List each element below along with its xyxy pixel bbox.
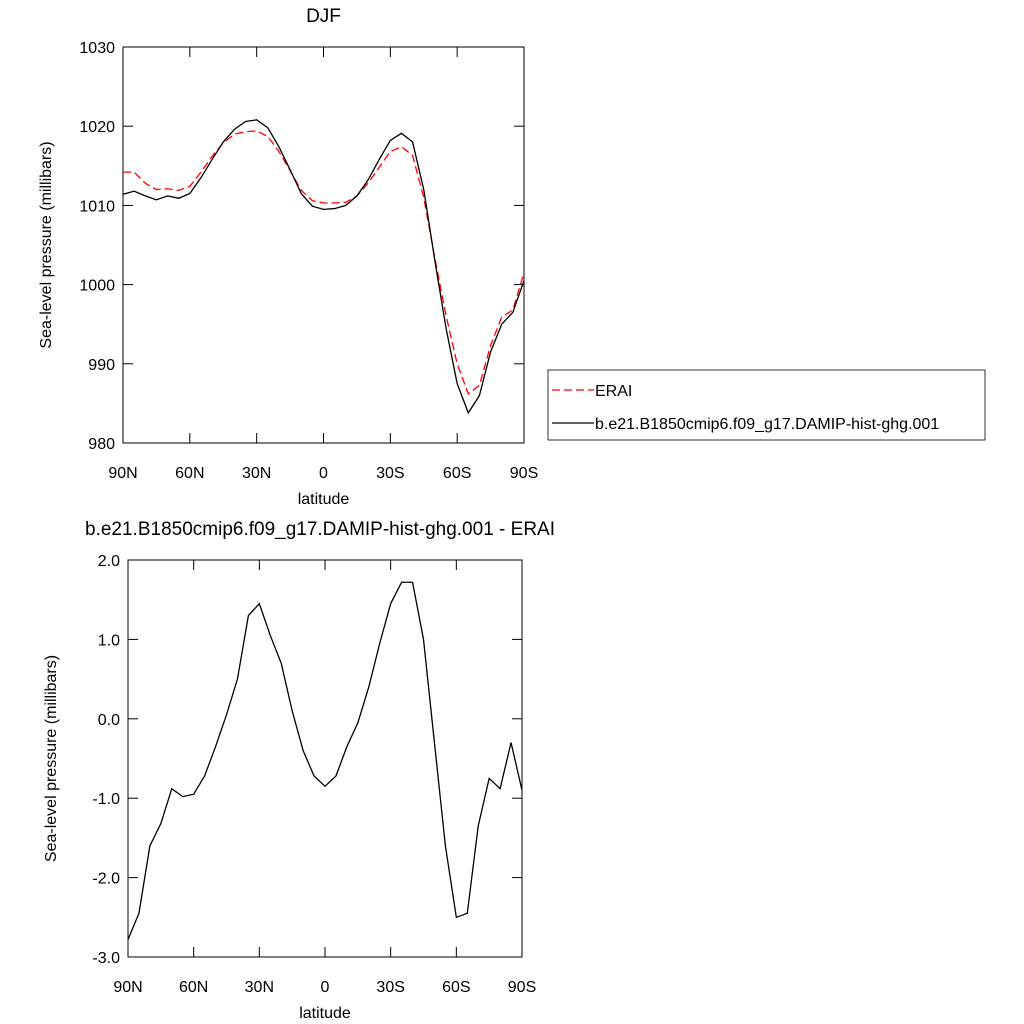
y-tick-label: 1030	[79, 40, 115, 57]
x-axis-label: latitude	[298, 491, 350, 508]
plot-frame	[127, 559, 523, 958]
x-tick-label: 60N	[179, 979, 208, 996]
x-axis-label: latitude	[299, 1005, 351, 1022]
y-tick-label: 1020	[79, 119, 115, 136]
x-tick-label: 30S	[376, 465, 404, 482]
series-line	[127, 581, 523, 940]
x-tick-label: 30N	[245, 979, 274, 996]
x-tick-label: 30N	[242, 465, 271, 482]
y-tick-label: 1.0	[98, 632, 120, 649]
y-tick-label: 0.0	[98, 712, 120, 729]
x-tick-label: 60N	[175, 465, 204, 482]
x-tick-label: 0	[319, 465, 328, 482]
legend-label: b.e21.B1850cmip6.f09_g17.DAMIP-hist-ghg.…	[595, 416, 939, 433]
x-tick-label: 90N	[113, 979, 142, 996]
y-tick-label: -2.0	[92, 871, 120, 888]
y-axis-label: Sea-level pressure (millibars)	[43, 655, 60, 862]
legend-label: ERAI	[595, 383, 632, 400]
x-tick-label: 90S	[510, 465, 538, 482]
x-tick-label: 90S	[508, 979, 536, 996]
y-tick-label: -3.0	[92, 950, 120, 967]
series-line	[123, 130, 525, 395]
x-tick-label: 60S	[442, 979, 470, 996]
x-tick-label: 60S	[443, 465, 471, 482]
x-tick-label: 0	[321, 979, 330, 996]
y-axis-label: Sea-level pressure (millibars)	[38, 141, 55, 348]
chart-title: b.e21.B1850cmip6.f09_g17.DAMIP-hist-ghg.…	[85, 519, 555, 540]
y-tick-label: 1010	[79, 198, 115, 215]
y-tick-label: 980	[88, 436, 115, 453]
y-tick-label: -1.0	[92, 791, 120, 808]
chart-title: DJF	[306, 6, 341, 27]
y-tick-label: 990	[88, 357, 115, 374]
y-tick-label: 1000	[79, 278, 115, 295]
x-tick-label: 30S	[376, 979, 404, 996]
y-tick-label: 2.0	[98, 553, 120, 570]
x-tick-label: 90N	[108, 465, 137, 482]
legend-box	[547, 369, 986, 441]
series-line	[122, 119, 525, 415]
